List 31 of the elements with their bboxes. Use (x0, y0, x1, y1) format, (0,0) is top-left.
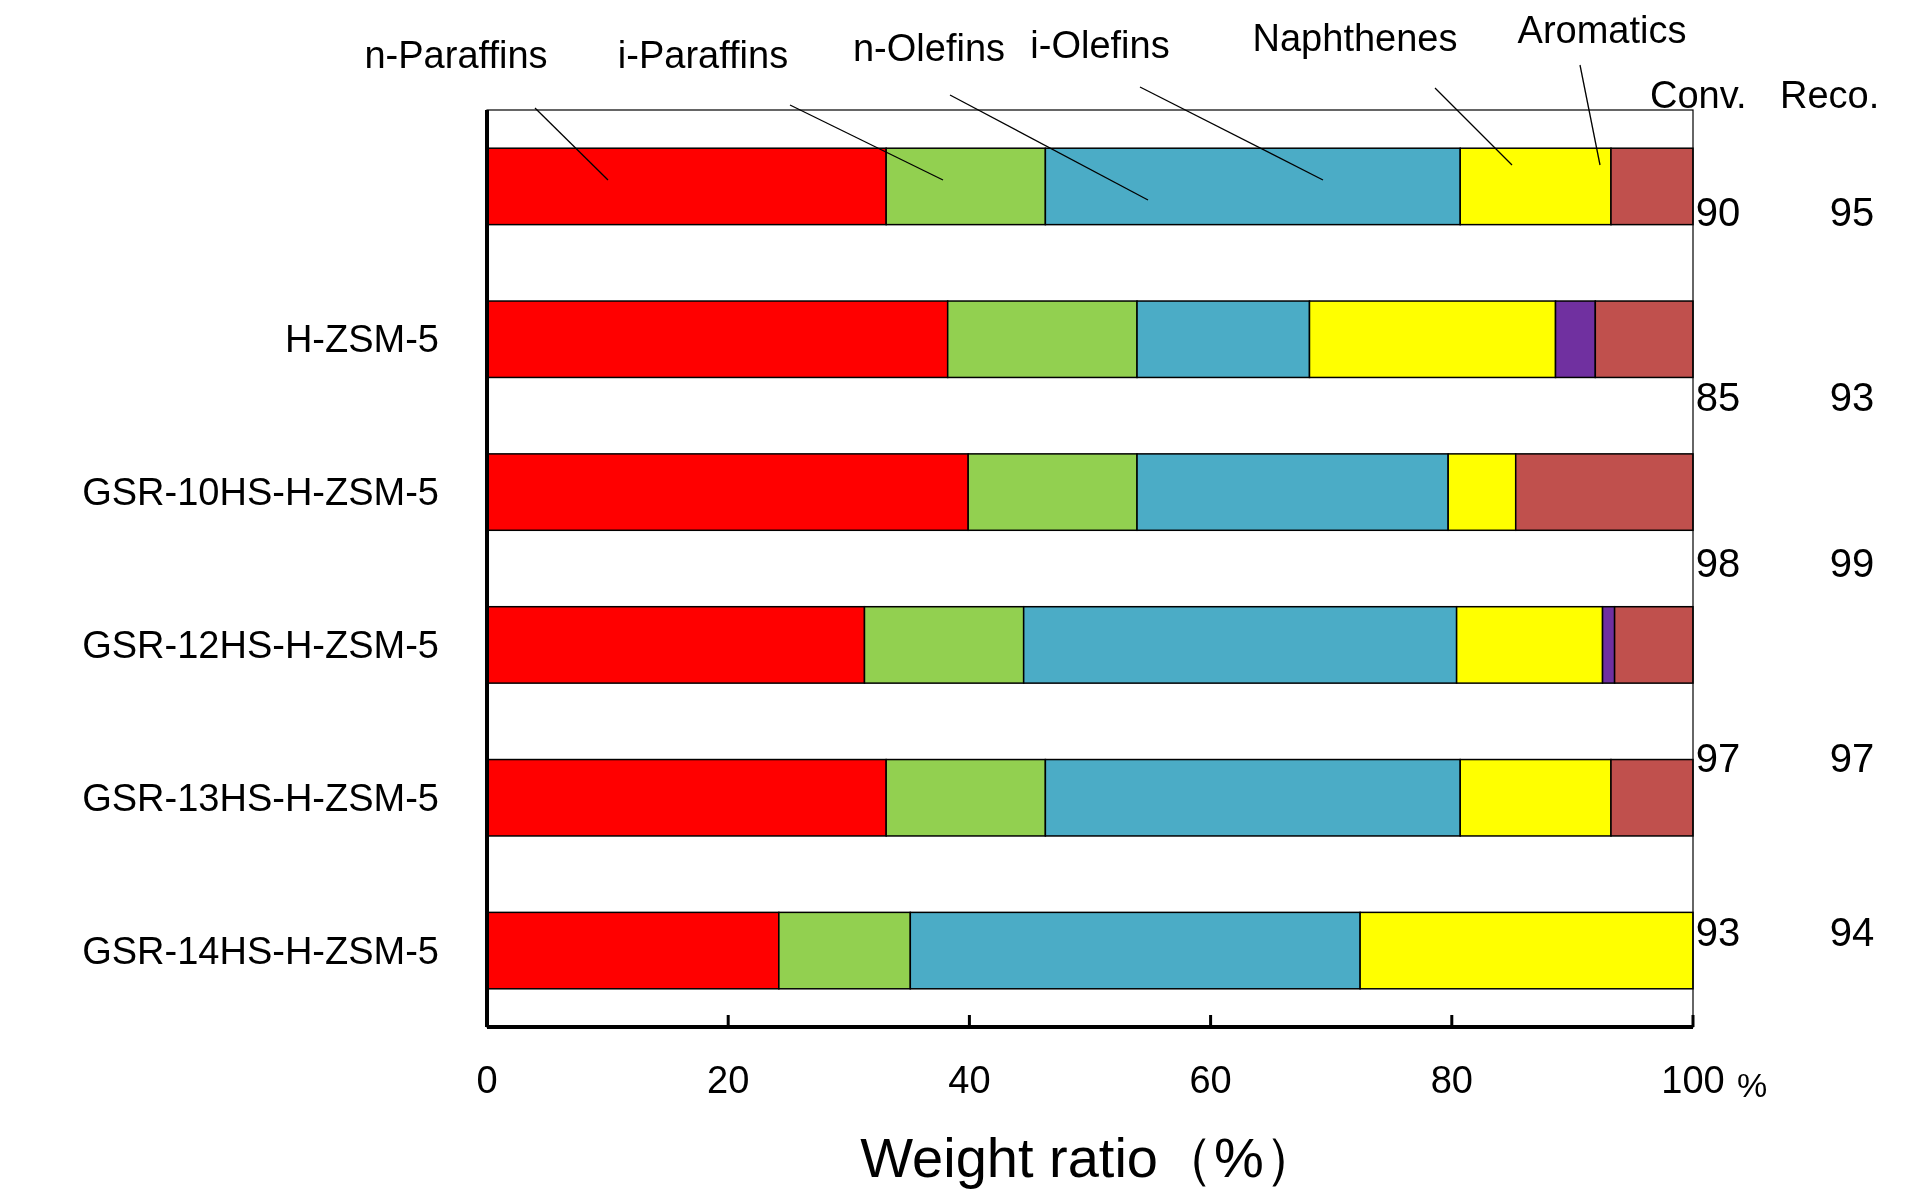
x-tick-label: 0 (476, 1059, 498, 1101)
text: Naphthenes (1252, 17, 1458, 59)
x-tick-label: 40 (948, 1059, 991, 1101)
text: 95 (1829, 190, 1875, 234)
text: 93 (1829, 375, 1875, 419)
text: n-Olefins (852, 27, 1006, 69)
x-tick-label: 100 (1661, 1059, 1725, 1101)
text: 85 (1695, 375, 1741, 419)
text: i-Paraffins (617, 34, 789, 76)
annotation: Conv. (1650, 74, 1747, 116)
text: Reco. (1780, 74, 1880, 116)
x-axis-title: Weight ratio（%） (860, 1125, 1320, 1189)
y-tick-label: GSR-13HS-H-ZSM-5 (82, 776, 439, 819)
y-tick-label: GSR-12HS-H-ZSM-5 (82, 623, 439, 666)
y-tick-label: H-ZSM-5 (284, 318, 439, 361)
text: i-Olefins (1030, 24, 1170, 66)
text: 93 (1695, 910, 1741, 954)
text: n-Paraffins (364, 34, 548, 76)
text: 98 (1695, 541, 1741, 585)
y-tick-label: GSR-14HS-H-ZSM-5 (82, 929, 439, 972)
text: % (1736, 1066, 1768, 1104)
y-tick-label: GSR-10HS-H-ZSM-5 (82, 471, 439, 514)
text: 94 (1829, 910, 1875, 954)
text: 99 (1829, 541, 1875, 585)
text: 97 (1695, 736, 1741, 780)
x-tick-label: 60 (1189, 1059, 1232, 1101)
x-tick-label: 20 (707, 1059, 750, 1101)
x-tick-label: 80 (1430, 1059, 1473, 1101)
text: 97 (1829, 736, 1875, 780)
text: 90 (1695, 190, 1741, 234)
text: Aromatics (1517, 9, 1687, 51)
